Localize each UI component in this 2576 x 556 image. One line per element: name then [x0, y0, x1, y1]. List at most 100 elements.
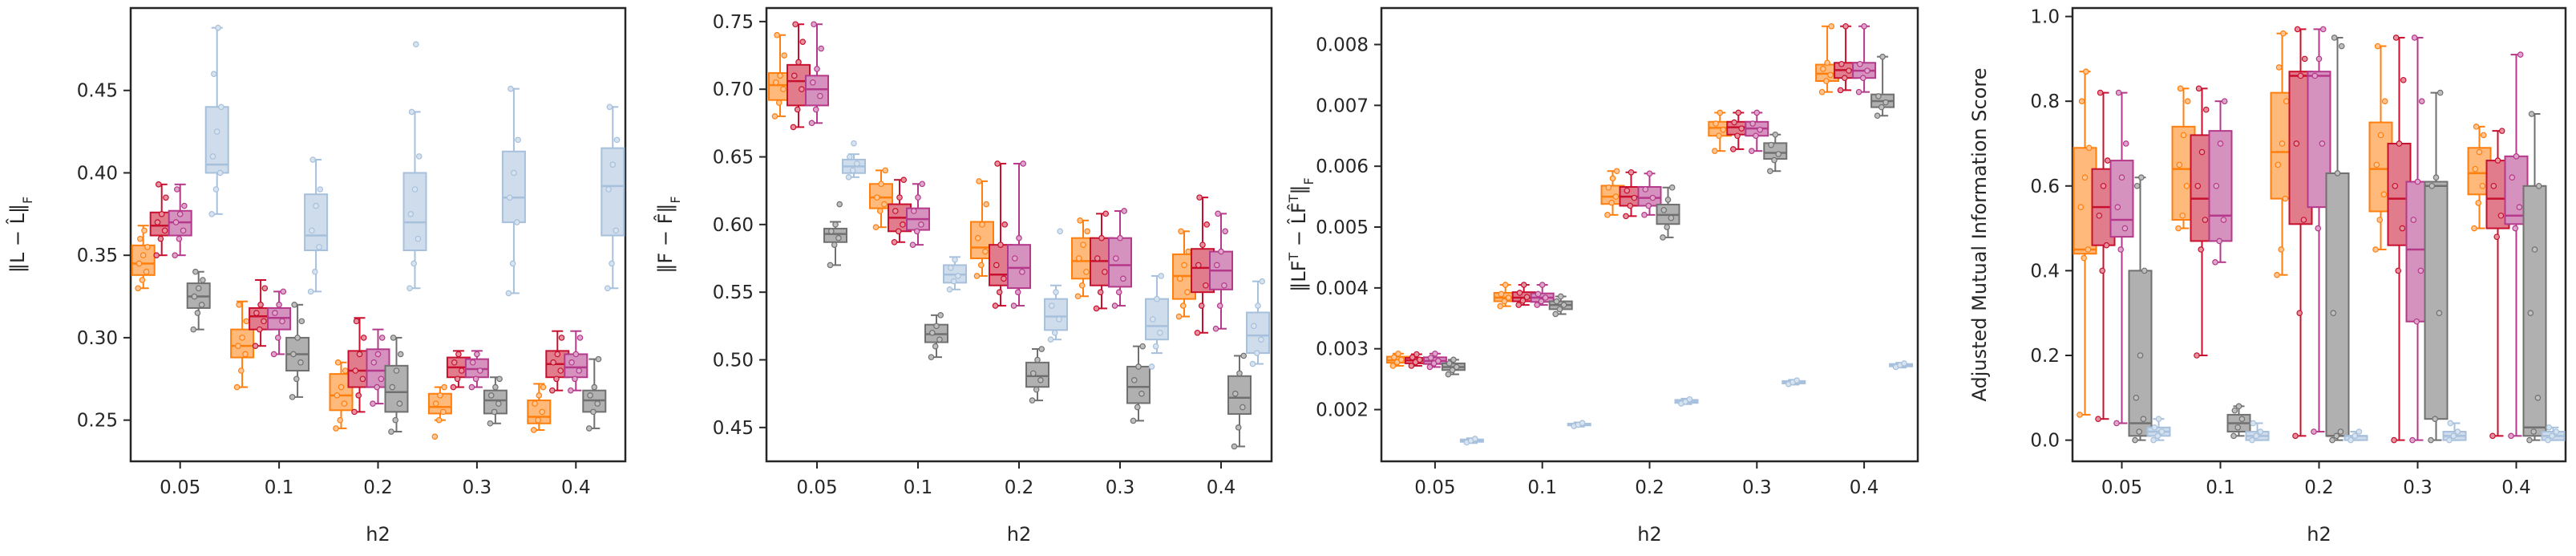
data-point — [1078, 282, 1086, 289]
data-point — [342, 367, 349, 374]
box-lightblue-0.05 — [2146, 416, 2171, 444]
data-point — [1716, 132, 1722, 140]
data-point — [1148, 363, 1155, 370]
data-point — [2376, 217, 2384, 223]
data-point — [1472, 436, 1478, 442]
data-point — [153, 252, 160, 258]
data-point — [1579, 420, 1586, 427]
data-point — [2513, 153, 2520, 160]
data-point — [2216, 237, 2223, 245]
data-point — [936, 336, 943, 343]
box-magenta-0.05 — [2109, 89, 2134, 427]
data-point — [1398, 356, 1405, 363]
x-tick-label: 0.1 — [2206, 477, 2235, 498]
data-point — [2250, 420, 2257, 427]
data-point — [794, 106, 801, 113]
data-point — [997, 241, 1004, 248]
data-point — [2311, 428, 2317, 435]
data-point — [845, 174, 852, 181]
data-point — [236, 302, 243, 308]
data-point — [1053, 289, 1059, 295]
data-point — [1605, 184, 1612, 191]
data-point — [1395, 350, 1401, 357]
x-tick-label: 0.05 — [2101, 477, 2142, 498]
data-point — [198, 302, 205, 308]
data-point — [881, 201, 888, 208]
data-point — [1738, 125, 1745, 132]
box-magenta-0.2 — [1007, 160, 1031, 309]
x-tick-label: 0.2 — [363, 477, 393, 498]
data-point — [1427, 355, 1434, 361]
data-point — [212, 186, 220, 193]
data-point — [1516, 290, 1523, 296]
data-point — [1535, 290, 1542, 298]
data-point — [2348, 436, 2354, 444]
data-point — [450, 384, 457, 391]
data-point — [896, 194, 903, 201]
data-point — [2138, 174, 2145, 181]
data-point — [1875, 93, 1882, 99]
data-point — [412, 41, 419, 48]
box-orange-0.3 — [1708, 109, 1733, 155]
data-point — [604, 285, 611, 292]
box-body — [2208, 130, 2233, 242]
data-point — [515, 136, 521, 144]
data-point — [1185, 248, 1192, 255]
box-orange-0.3 — [427, 384, 452, 440]
data-point — [213, 128, 220, 135]
data-point — [378, 335, 386, 341]
data-point — [973, 273, 981, 279]
data-point — [1435, 358, 1442, 364]
data-point — [208, 211, 216, 217]
y-tick-label: 0.60 — [713, 215, 754, 236]
y-tick-label: 0.40 — [77, 163, 118, 184]
data-point — [535, 416, 541, 424]
data-point — [572, 375, 578, 383]
data-point — [2395, 267, 2402, 274]
data-point — [2133, 182, 2141, 189]
data-point — [1038, 346, 1045, 352]
x-tick-label: 0.1 — [1527, 477, 1557, 498]
data-point — [1255, 302, 1261, 309]
data-point — [553, 375, 560, 383]
data-point — [2494, 157, 2501, 164]
data-point — [576, 335, 584, 341]
data-point — [1818, 88, 1826, 95]
data-point — [847, 153, 853, 160]
data-point — [1717, 109, 1724, 116]
box-lightblue-0.4 — [2541, 424, 2566, 444]
data-point — [1820, 66, 1826, 72]
data-point — [928, 354, 935, 360]
box-body — [1126, 365, 1151, 404]
data-point — [2253, 432, 2260, 440]
data-point — [2194, 352, 2200, 359]
box-gray-0.1 — [2226, 403, 2251, 440]
x-tick-label: 0.3 — [1106, 477, 1135, 498]
box-orange-0.1 — [230, 300, 255, 391]
data-point — [432, 400, 439, 407]
data-point — [1408, 363, 1415, 369]
data-point — [1623, 213, 1629, 220]
data-point — [2257, 428, 2264, 435]
data-point — [2194, 182, 2202, 189]
data-point — [1772, 131, 1779, 138]
data-point — [876, 208, 884, 214]
data-point — [291, 302, 298, 308]
data-point — [976, 178, 982, 185]
data-point — [774, 31, 780, 39]
data-point — [1111, 302, 1118, 309]
box-lightblue-0.1 — [2245, 420, 2270, 444]
data-point — [1645, 202, 1652, 209]
data-point — [374, 351, 382, 358]
data-point — [983, 201, 990, 208]
box-body — [1025, 361, 1049, 388]
x-axis-label: h2 — [366, 523, 390, 546]
data-point — [1846, 67, 1852, 74]
data-point — [993, 262, 1000, 269]
data-point — [932, 343, 939, 350]
data-point — [1604, 212, 1611, 218]
box-gray-0.1 — [924, 312, 948, 360]
data-point — [2117, 246, 2125, 253]
data-point — [2175, 225, 2182, 232]
data-point — [495, 400, 502, 407]
